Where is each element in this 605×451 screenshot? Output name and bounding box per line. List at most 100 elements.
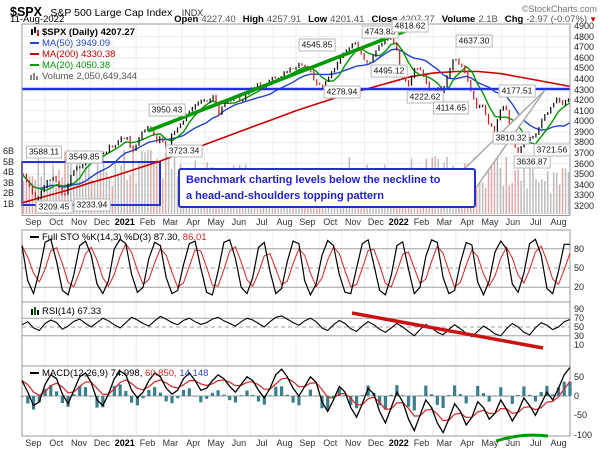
macd-hist-bar — [101, 396, 105, 408]
macd-hist-bar — [135, 396, 139, 406]
month-label: Aug — [550, 438, 567, 448]
quote-bar: Open4227.40High4257.91Low4201.41Close420… — [167, 14, 597, 25]
ma-line — [21, 42, 571, 192]
ma200-line-swatch — [30, 53, 39, 56]
month-label: May — [207, 217, 225, 227]
macd-hist-bar — [205, 396, 209, 399]
macd-hist-bar — [337, 388, 341, 396]
month-label: Sep — [25, 217, 42, 227]
macd-hist-bar — [95, 396, 99, 408]
macd-hist-bar — [268, 395, 272, 396]
month-label: 2021 — [114, 217, 135, 227]
price-axis-tick: 4800 — [574, 31, 595, 42]
rsi-downtrend-line — [351, 311, 544, 350]
macd-hist-bar — [83, 387, 88, 396]
month-label: Aug — [276, 438, 293, 448]
macd-hist-bar — [31, 396, 36, 410]
rsi-axis-tick: 70 — [574, 313, 585, 324]
legend-ma200: MA(200) 4330.38 — [30, 49, 115, 60]
month-label: Apr — [186, 217, 201, 227]
month-label: May — [481, 217, 499, 227]
price-annotation: 3723.34 — [165, 144, 203, 158]
macd-hist-bar — [510, 396, 514, 404]
price-annotation: 3588.11 — [25, 145, 63, 159]
macd-hist-bar — [401, 395, 405, 396]
macd-hist-bar — [441, 396, 445, 408]
month-label: Feb — [139, 217, 156, 227]
sto-legend: Full STO %K(14,3) %D(3) 87.30, 86.01 — [30, 232, 207, 243]
macd-hist-bar — [481, 393, 486, 396]
month-label: Jul — [255, 217, 268, 227]
rsi-axis-tick: 90 — [574, 304, 585, 315]
price-axis-tick: 4400 — [574, 73, 595, 84]
macd-hist-bar — [222, 394, 226, 396]
macd-hist-bar — [522, 386, 526, 396]
price-axis-tick: 4100 — [574, 105, 595, 116]
macd-hist-bar — [112, 385, 116, 396]
macd-hist-bar — [239, 395, 243, 396]
chg-value: -2.97 (-0.07%) — [526, 14, 588, 25]
legend-volume: Volume 2,050,649,344 — [30, 71, 137, 83]
sto-axis-tick: 80 — [574, 243, 585, 254]
month-label: Nov — [71, 438, 88, 448]
callout-line1: Benchmark charting levels below the neck… — [186, 174, 441, 186]
callout-line2: a head-and-shoulders topping pattern — [186, 190, 385, 202]
macd-hist-bar — [297, 396, 301, 406]
month-label: Apr — [186, 438, 201, 448]
price-axis-tick: 4200 — [574, 95, 595, 106]
month-label: Mar — [436, 217, 453, 227]
price-axis-tick: 4700 — [574, 42, 595, 53]
macd-hist-bar — [389, 394, 393, 396]
month-label: Jun — [505, 438, 521, 448]
high-label: High — [242, 14, 264, 25]
macd-hist-bar — [256, 396, 261, 402]
ma50-line-swatch — [30, 42, 39, 45]
macd-hist-bar — [280, 386, 284, 396]
month-label: Oct — [323, 438, 338, 448]
sto-d-line — [21, 242, 571, 289]
month-label: 2022 — [388, 438, 409, 448]
sto-axis-tick: 50 — [574, 263, 585, 273]
macd-hist-bar — [245, 390, 249, 396]
month-label: Mar — [162, 438, 179, 448]
volume-axis-tick: 6B — [3, 146, 15, 156]
month-label: Oct — [323, 217, 338, 227]
macd-hist-bar — [233, 396, 237, 403]
price-axis-tick: 3700 — [574, 148, 595, 159]
macd-hist-bar — [106, 395, 111, 397]
month-label: 2022 — [388, 217, 409, 227]
macd-hist-bar — [170, 396, 174, 404]
macd-hist-bar — [326, 396, 330, 411]
ma20-line-swatch — [30, 64, 39, 67]
price-annotation: 3721.56 — [533, 143, 571, 157]
price-axis-tick: 4900 — [574, 21, 595, 31]
macd-hist-bar — [78, 386, 82, 396]
macd-hist-bar — [26, 396, 30, 404]
month-label: Nov — [71, 217, 88, 227]
macd-hist-bar — [55, 391, 59, 396]
month-label: Jun — [231, 438, 247, 448]
sto-line-swatch — [30, 236, 39, 239]
low-label: Low — [308, 14, 328, 25]
sto-k-line — [21, 238, 570, 297]
macd-hist-bar — [504, 396, 509, 397]
panel-border — [21, 23, 571, 216]
macd-hist-bar — [89, 396, 93, 397]
candlestick-icon — [30, 27, 39, 39]
macd-hist-bar — [430, 394, 434, 396]
month-label: Feb — [413, 438, 430, 448]
month-label: Apr — [460, 438, 475, 448]
symbol: $SPX — [10, 5, 42, 19]
price-annotation: 3950.43 — [148, 103, 186, 117]
macd-hist-bar — [349, 396, 353, 406]
macd-hist-bar — [37, 396, 41, 403]
macd-hist-bar — [453, 385, 457, 396]
sto-axis-tick: 20 — [574, 282, 585, 293]
macd-hist-bar — [181, 389, 186, 396]
price-axis-tick: 3200 — [574, 201, 595, 211]
price-axis-tick: 4000 — [574, 116, 595, 127]
panel-border — [21, 365, 571, 437]
index-name: S&P 500 Large Cap Index — [50, 7, 173, 19]
macd-hist-bar — [199, 396, 203, 403]
macd-hist-bar — [395, 385, 399, 396]
